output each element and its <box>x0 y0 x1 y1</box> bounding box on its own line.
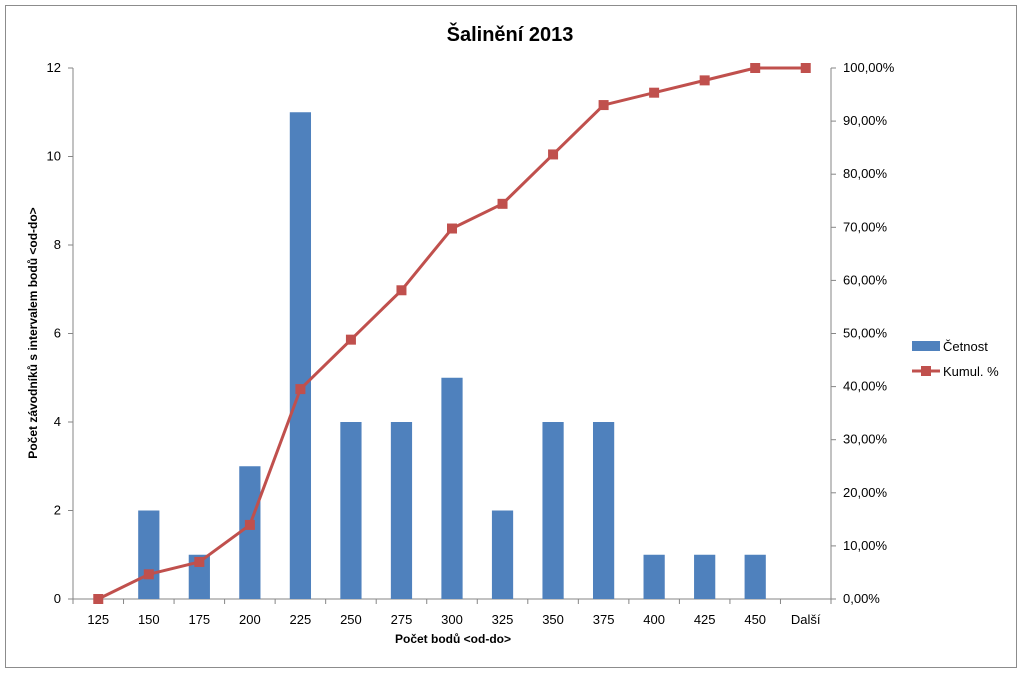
bar <box>188 554 210 599</box>
bar <box>542 422 564 599</box>
bar <box>491 510 514 599</box>
y2-tick-label: 20,00% <box>843 485 888 500</box>
bar <box>390 422 413 599</box>
y-tick-label: 4 <box>54 414 61 429</box>
x-tick-label: 375 <box>593 612 615 627</box>
y2-tick-label: 0,00% <box>843 591 880 606</box>
line-series <box>93 63 811 604</box>
line-marker <box>244 519 255 530</box>
axes: 0 2 4 6 8 10 12 0,00% 10,00% 20,00% 30,00% 40,00% 50… <box>47 60 895 627</box>
chart-title: Šalinění 2013 <box>447 22 574 46</box>
legend: Četnost Kumul. % <box>912 339 999 379</box>
y2-tick-label: 70,00% <box>843 219 888 234</box>
x-tick-label: 175 <box>188 612 210 627</box>
y2-tick-label: 50,00% <box>843 326 888 341</box>
x-tick-label: 350 <box>542 612 564 627</box>
line-marker <box>396 285 407 296</box>
bar <box>643 554 665 599</box>
x-tick-label: 200 <box>239 612 261 627</box>
y2-tick-label: 40,00% <box>843 379 888 394</box>
y-tick-label: 12 <box>47 60 61 75</box>
y-tick-label: 0 <box>54 591 61 606</box>
x-tick-label: 450 <box>744 612 766 627</box>
x-tick-label: 325 <box>492 612 514 627</box>
line-marker <box>194 556 205 567</box>
line-marker <box>93 594 104 604</box>
y2-tick-label: 90,00% <box>843 113 888 128</box>
legend-label: Kumul. % <box>943 364 999 379</box>
line-marker <box>800 63 811 73</box>
legend-swatch-bar <box>912 341 940 351</box>
y2-tick-label: 60,00% <box>843 272 888 287</box>
bar <box>744 554 766 599</box>
y-tick-label: 8 <box>54 237 61 252</box>
bar <box>289 112 312 599</box>
y-tick-label: 6 <box>54 326 61 341</box>
x-axis-title: Počet bodů <od-do> <box>395 632 511 646</box>
x-tick-label: 150 <box>138 612 160 627</box>
x-tick-label: 425 <box>694 612 716 627</box>
bar <box>441 377 463 599</box>
bar <box>138 510 160 599</box>
line-marker <box>345 334 356 345</box>
line-marker <box>295 384 306 395</box>
x-tick-label: 250 <box>340 612 362 627</box>
y2-tick-label: 30,00% <box>843 432 888 447</box>
x-tick-label: 225 <box>290 612 312 627</box>
y-tick-label: 10 <box>47 149 61 164</box>
y2-tick-label: 100,00% <box>843 60 895 75</box>
line-marker <box>548 149 559 160</box>
line-marker <box>598 100 609 111</box>
line-marker <box>649 87 660 98</box>
x-tick-label: 300 <box>441 612 463 627</box>
x-tick-label: Další <box>791 612 821 627</box>
legend-label: Četnost <box>943 339 988 354</box>
line-marker <box>497 198 508 209</box>
y-tick-label: 2 <box>54 503 61 518</box>
y2-tick-label: 10,00% <box>843 538 888 553</box>
bar <box>239 466 261 599</box>
x-tick-label: 400 <box>643 612 665 627</box>
y-axis-title: Počet závodníků s intervalem bodů <od-do… <box>26 207 40 458</box>
legend-swatch-marker <box>921 366 931 376</box>
bar <box>694 554 716 599</box>
bar-series <box>138 112 766 599</box>
y2-tick-label: 80,00% <box>843 166 888 181</box>
bar <box>340 422 362 599</box>
line-marker <box>447 223 457 234</box>
x-tick-label: 125 <box>87 612 109 627</box>
line-marker <box>143 569 154 580</box>
bar <box>592 422 615 599</box>
x-tick-label: 275 <box>391 612 413 627</box>
line-marker <box>750 63 761 73</box>
line-marker <box>699 75 710 86</box>
